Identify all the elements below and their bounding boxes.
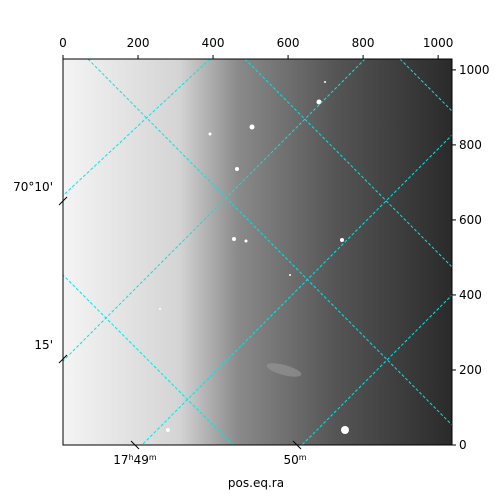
wcs-grid xyxy=(63,59,452,445)
y-tick-label: 0 xyxy=(459,438,467,452)
y-tick-label: 200 xyxy=(459,363,482,377)
y-tick-label: 600 xyxy=(459,213,482,227)
x-tick-label: 600 xyxy=(277,36,300,50)
y-tick-label: 800 xyxy=(459,138,482,152)
wcs-ticks xyxy=(58,196,302,450)
ra-tick-label: 17h49m xyxy=(113,453,157,468)
dec-tick-label: 15' xyxy=(34,338,53,352)
x-tick-label: 800 xyxy=(352,36,375,50)
ra-tick-part: m xyxy=(299,453,307,462)
ra-tick-part: h xyxy=(129,453,134,462)
x-axis-label: pos.eq.ra xyxy=(228,476,284,490)
sky-image xyxy=(63,59,452,445)
y-tick-label: 400 xyxy=(459,288,482,302)
ra-tick-part: 17 xyxy=(113,453,128,467)
dec-tick-label: 70°10' xyxy=(13,180,53,194)
ra-tick-label: 50m xyxy=(283,453,306,468)
y-tick-label: 1000 xyxy=(459,63,490,77)
x-tick-label: 1000 xyxy=(423,36,454,50)
frame xyxy=(62,58,453,446)
ra-tick-part: 49 xyxy=(134,453,149,467)
x-tick-label: 200 xyxy=(127,36,150,50)
x-tick-label: 0 xyxy=(59,36,67,50)
ra-tick-part: m xyxy=(149,453,157,462)
ra-tick-part: 50 xyxy=(283,453,298,467)
x-tick-label: 400 xyxy=(202,36,225,50)
stars xyxy=(159,81,349,434)
